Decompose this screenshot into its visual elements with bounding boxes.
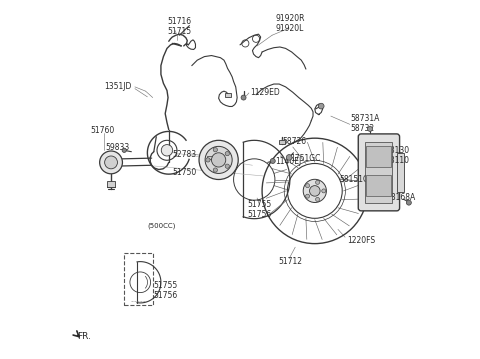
- Circle shape: [306, 194, 310, 198]
- Bar: [207, 156, 212, 159]
- Circle shape: [213, 148, 217, 152]
- Text: 51755
51756: 51755 51756: [248, 200, 272, 219]
- Circle shape: [286, 155, 292, 160]
- Circle shape: [270, 158, 275, 163]
- Circle shape: [161, 145, 173, 156]
- Text: 58726: 58726: [283, 136, 307, 145]
- Circle shape: [212, 153, 226, 167]
- Circle shape: [315, 197, 320, 201]
- Text: 58151C: 58151C: [340, 175, 369, 184]
- Text: 51760: 51760: [91, 126, 115, 135]
- Text: 1351JD: 1351JD: [104, 82, 132, 92]
- Circle shape: [122, 148, 126, 153]
- Bar: [365, 142, 393, 202]
- Bar: [124, 252, 153, 305]
- Circle shape: [100, 151, 122, 174]
- Bar: [366, 146, 391, 167]
- Circle shape: [322, 189, 326, 193]
- Circle shape: [315, 180, 320, 185]
- Circle shape: [225, 151, 229, 156]
- Circle shape: [206, 158, 210, 162]
- Circle shape: [199, 140, 238, 180]
- FancyBboxPatch shape: [358, 134, 399, 211]
- Text: 58731A
58732: 58731A 58732: [350, 113, 380, 133]
- Text: 59833: 59833: [105, 143, 129, 152]
- Circle shape: [303, 179, 326, 202]
- Text: 1129ED: 1129ED: [251, 88, 280, 97]
- Circle shape: [310, 186, 320, 196]
- Text: 1140EJ: 1140EJ: [276, 157, 302, 166]
- Bar: [279, 140, 285, 144]
- Text: FR.: FR.: [77, 332, 91, 341]
- Text: 1220FS: 1220FS: [347, 236, 375, 244]
- Bar: [107, 181, 115, 187]
- Text: 51755
51756: 51755 51756: [153, 281, 177, 300]
- Circle shape: [205, 146, 232, 173]
- Text: 51750: 51750: [173, 168, 197, 177]
- Circle shape: [368, 126, 372, 131]
- Bar: [225, 93, 231, 97]
- Text: 58130
58110: 58130 58110: [385, 146, 409, 165]
- Circle shape: [306, 183, 310, 188]
- Text: 51716
51715: 51716 51715: [168, 17, 192, 36]
- Text: 51712: 51712: [278, 257, 302, 266]
- Text: 1751GC: 1751GC: [290, 154, 320, 163]
- Circle shape: [213, 168, 217, 172]
- Circle shape: [318, 103, 324, 109]
- Circle shape: [241, 95, 246, 100]
- Text: 58168A: 58168A: [387, 193, 416, 202]
- Circle shape: [407, 200, 411, 205]
- Text: 52783: 52783: [173, 150, 197, 159]
- Circle shape: [225, 164, 229, 168]
- Circle shape: [105, 156, 118, 169]
- Bar: [397, 153, 404, 192]
- Bar: [366, 175, 391, 196]
- Text: (500CC): (500CC): [147, 223, 176, 229]
- Text: 91920R
91920L: 91920R 91920L: [275, 14, 305, 33]
